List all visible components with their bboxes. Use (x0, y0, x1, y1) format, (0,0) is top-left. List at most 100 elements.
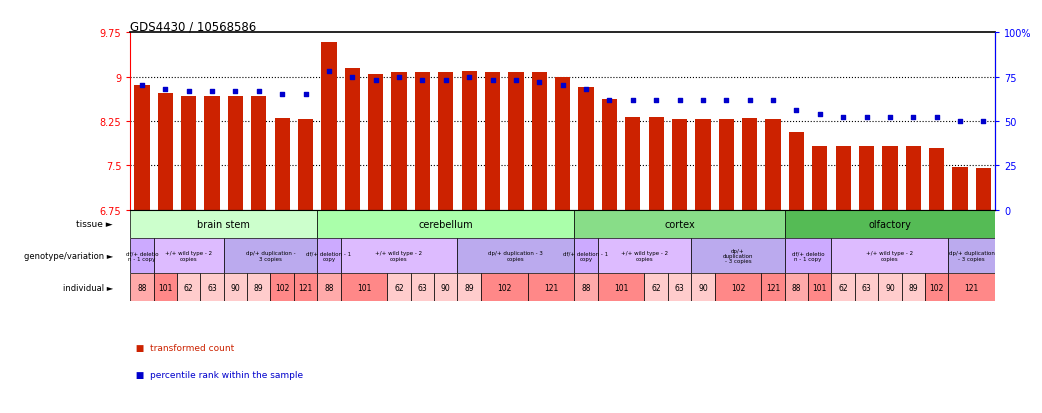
Bar (695, 120, 711, 210)
Bar (691, 238, 785, 274)
Point (438, 78, 454, 84)
Bar (645, 274, 668, 301)
Bar (883, 147, 897, 210)
Bar (204, 96, 220, 210)
Point (507, 78, 524, 84)
Text: 62: 62 (651, 283, 661, 292)
Bar (812, 147, 827, 210)
Bar (345, 69, 359, 210)
Point (601, 97, 618, 104)
Text: 121: 121 (965, 283, 978, 292)
Point (368, 78, 384, 84)
Text: 63: 63 (674, 283, 685, 292)
Text: 88: 88 (138, 283, 147, 292)
Bar (854, 274, 878, 301)
Point (414, 78, 430, 84)
Point (695, 97, 712, 104)
Point (788, 108, 804, 114)
Bar (598, 274, 645, 301)
Bar (691, 274, 715, 301)
Text: 63: 63 (418, 283, 427, 292)
Bar (415, 73, 430, 210)
Text: 88: 88 (792, 283, 801, 292)
Bar (247, 274, 271, 301)
Bar (531, 73, 547, 210)
Text: individual ►: individual ► (63, 283, 113, 292)
Point (577, 86, 594, 93)
Text: +/+ wild type - 2
copies: +/+ wild type - 2 copies (866, 251, 914, 261)
Text: genotype/variation ►: genotype/variation ► (24, 252, 113, 260)
Bar (153, 238, 224, 274)
Text: df/+ deletion - 1
copy: df/+ deletion - 1 copy (306, 251, 351, 261)
Point (344, 74, 361, 81)
Point (554, 83, 571, 90)
Text: 102: 102 (497, 283, 512, 292)
Text: 102: 102 (929, 283, 944, 292)
Bar (832, 274, 854, 301)
Text: +/+ wild type - 2
copies: +/+ wild type - 2 copies (621, 251, 668, 261)
Bar (648, 118, 664, 210)
Bar (317, 274, 341, 301)
Bar (298, 120, 314, 210)
Bar (785, 274, 809, 301)
Point (859, 115, 875, 121)
Text: 88: 88 (324, 283, 333, 292)
Text: ■  percentile rank within the sample: ■ percentile rank within the sample (130, 370, 303, 379)
Bar (153, 274, 177, 301)
Bar (859, 147, 874, 210)
Bar (925, 274, 948, 301)
Point (951, 119, 968, 125)
Bar (392, 73, 406, 210)
Bar (598, 238, 691, 274)
Bar (457, 274, 480, 301)
Text: 63: 63 (862, 283, 871, 292)
Bar (578, 88, 594, 210)
Text: olfactory: olfactory (868, 219, 912, 229)
Text: 90: 90 (698, 283, 708, 292)
Point (391, 74, 407, 81)
Bar (809, 274, 832, 301)
Bar (625, 118, 641, 210)
Bar (602, 100, 617, 210)
Bar (411, 274, 435, 301)
Bar (766, 120, 780, 210)
Text: +/+ wild type - 2
copies: +/+ wild type - 2 copies (375, 251, 423, 261)
Bar (317, 238, 341, 274)
Text: dp/+ duplication -
3 copies: dp/+ duplication - 3 copies (246, 251, 295, 261)
Text: cortex: cortex (664, 219, 695, 229)
Bar (130, 238, 153, 274)
Text: df/+ deletio
n - 1 copy: df/+ deletio n - 1 copy (792, 251, 824, 261)
Text: df/+ deletio
n - 1 copy: df/+ deletio n - 1 copy (126, 251, 158, 261)
Bar (341, 238, 457, 274)
Point (648, 97, 665, 104)
Bar (832, 238, 948, 274)
Bar (177, 274, 200, 301)
Bar (439, 73, 453, 210)
Text: dp/+ duplication
- 3 copies: dp/+ duplication - 3 copies (949, 251, 995, 261)
Text: 63: 63 (207, 283, 217, 292)
Text: 89: 89 (254, 283, 264, 292)
Bar (672, 120, 687, 210)
Point (624, 97, 641, 104)
Bar (574, 210, 785, 238)
Bar (130, 210, 317, 238)
Bar (181, 96, 196, 210)
Text: 88: 88 (581, 283, 591, 292)
Text: 101: 101 (158, 283, 173, 292)
Bar (485, 73, 500, 210)
Bar (480, 274, 527, 301)
Bar (975, 169, 991, 210)
Point (461, 74, 477, 81)
Bar (388, 274, 411, 301)
Text: dp/+ duplication - 3
copies: dp/+ duplication - 3 copies (489, 251, 543, 261)
Point (928, 115, 945, 121)
Bar (742, 119, 758, 210)
Text: 101: 101 (813, 283, 827, 292)
Point (741, 97, 758, 104)
Text: 89: 89 (465, 283, 474, 292)
Text: tissue ►: tissue ► (76, 220, 113, 229)
Point (904, 115, 921, 121)
Bar (321, 43, 337, 210)
Point (297, 92, 314, 98)
Point (204, 88, 221, 95)
